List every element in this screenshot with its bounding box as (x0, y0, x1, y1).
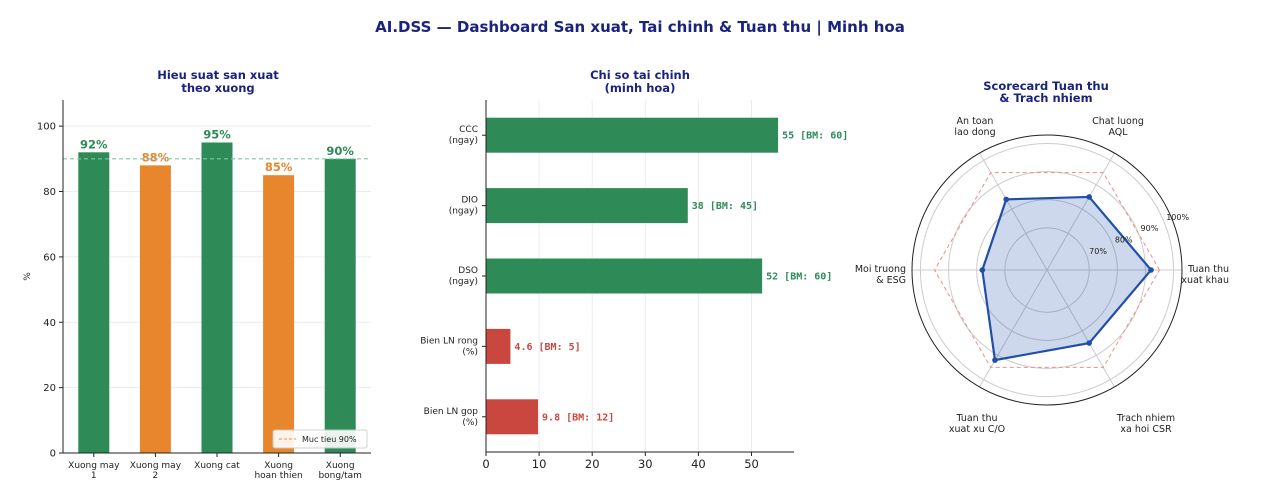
bar-value-label: 95% (203, 127, 231, 141)
production-efficiency-chart: Hieu suat san xuat theo xuong 0 20 40 60 80 100… (23, 68, 371, 481)
bar-value-label: 9.8 [BM: 12] (542, 412, 614, 423)
axis-label: An toan lao dong (954, 116, 995, 138)
page-title: AI.DSS — Dashboard San xuat, Tai chinh &… (375, 18, 905, 36)
bar (486, 188, 688, 224)
bar (263, 175, 295, 454)
y-tick-label: 0 (50, 449, 56, 460)
y-tick-label: 40 (43, 318, 56, 329)
y-tick-label: DSO (ngay) (449, 266, 478, 287)
x-tick-label: Xuong bong/tam (318, 461, 361, 481)
data-point (1086, 194, 1092, 200)
r-tick-label: 100% (1166, 213, 1189, 222)
bar-value-label: 55 [BM: 60] (782, 131, 848, 142)
y-tick-label: 100 (37, 122, 56, 133)
x-tick-label: 50 (744, 457, 759, 471)
y-tick-label: Bien LN gop (%) (424, 407, 479, 428)
bar-value-label: 4.6 [BM: 5] (514, 342, 580, 353)
legend-label: Muc tieu 90% (302, 435, 357, 444)
x-tick-label: 0 (482, 457, 489, 471)
data-point (1086, 340, 1092, 346)
x-tick-label: Xuong hoan thien (254, 461, 302, 481)
bar (486, 117, 779, 153)
axis-label: Chat luong AQL (1092, 116, 1144, 138)
bar (78, 152, 110, 453)
radar-frame (911, 134, 1183, 406)
r-tick-label: 80% (1115, 236, 1133, 245)
target-polygon (933, 172, 1161, 368)
series-area (981, 195, 1153, 362)
r-tick-label: 90% (1141, 224, 1159, 233)
bar-value-label: 88% (142, 150, 170, 164)
bar-value-label: 90% (326, 144, 354, 158)
x-tick-label: 30 (638, 457, 653, 471)
x-tick-label: Xuong may 1 (68, 461, 120, 481)
bar (486, 328, 511, 364)
data-point (992, 357, 998, 363)
axis-label: Moi truong & ESG (855, 264, 906, 286)
y-tick-label: CCC (ngay) (449, 125, 478, 146)
x-tick-label: 10 (532, 457, 547, 471)
chart-title: Chi so tai chinh (minh hoa) (590, 68, 690, 95)
bar (324, 158, 356, 454)
x-tick-label: Xuong may 2 (130, 461, 182, 481)
bar-value-label: 52 [BM: 60] (766, 272, 832, 283)
legend-box (272, 429, 368, 449)
bar (486, 399, 539, 435)
bar-value-label: 85% (265, 160, 293, 174)
chart-title: Scorecard Tuan thu & Trach nhiem (983, 79, 1109, 105)
axis-label: Tuan thu xuat khau (1181, 264, 1229, 286)
r-tick-label: 70% (1089, 247, 1107, 256)
data-point (979, 267, 986, 273)
y-axis-label: % (23, 272, 33, 281)
bar (139, 165, 171, 454)
y-tick-label: 20 (43, 383, 56, 394)
x-tick-label: 20 (585, 457, 600, 471)
bar-value-label: 38 [BM: 45] (692, 201, 758, 212)
y-tick-label: 80 (43, 187, 56, 198)
financial-indicators-chart: Chi so tai chinh (minh hoa) 0 10 20 30 40 50 55 … (420, 68, 848, 471)
data-point (1148, 267, 1154, 273)
data-point (1003, 196, 1010, 203)
bar-value-label: 92% (80, 137, 108, 151)
chart-title: Hieu suat san xuat theo xuong (157, 68, 279, 95)
x-tick-label: 40 (691, 457, 706, 471)
bar (201, 142, 233, 454)
y-tick-label: DIO (ngay) (449, 196, 478, 217)
x-tick-label: Xuong cat (194, 461, 240, 471)
y-tick-label: Bien LN rong (%) (420, 336, 478, 357)
legend: Muc tieu 90% (272, 429, 368, 449)
axis-label: Tuan thu xuat xu C/O (949, 413, 1005, 435)
axis-label: Trach nhiem xa hoi CSR (1116, 413, 1175, 435)
compliance-scorecard-radar: Scorecard Tuan thu & Trach nhiem 70% 80% 90%… (855, 79, 1229, 435)
y-tick-label: 60 (43, 252, 56, 263)
bar (486, 258, 763, 294)
